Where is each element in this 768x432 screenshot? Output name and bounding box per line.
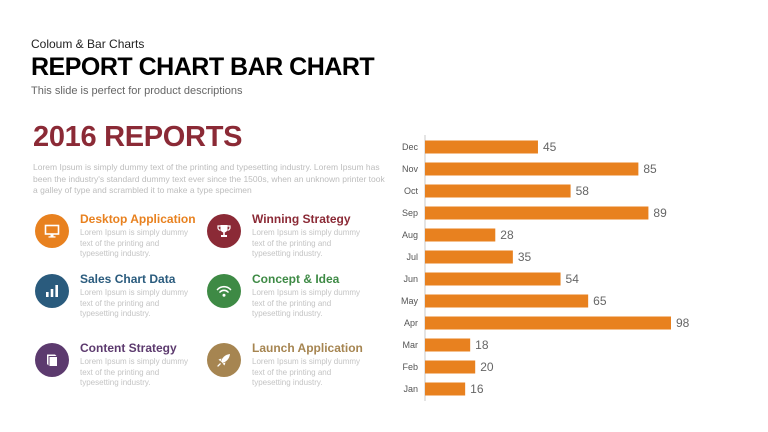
data-label-jan: 16 [470,382,484,396]
feature-sales-chart-data: Sales Chart Data Lorem Ipsum is simply d… [35,272,195,324]
data-label-oct: 58 [576,184,590,198]
data-label-apr: 98 [676,316,690,330]
page-title: REPORT CHART BAR CHART [31,53,375,81]
feature-winning-strategy: Winning Strategy Lorem Ipsum is simply d… [207,212,367,264]
category-label-apr: Apr [404,318,418,328]
feature-title: Winning Strategy [252,212,351,226]
category-label-mar: Mar [403,340,419,350]
category-label-jul: Jul [406,252,418,262]
report-title: 2016 REPORTS [33,121,243,153]
page-subtitle: This slide is perfect for product descri… [31,85,243,97]
feature-desktop-application: Desktop Application Lorem Ipsum is simpl… [35,212,196,264]
bar-jun [425,272,561,286]
feature-icon-circle [207,343,241,377]
rocket-icon [217,354,230,367]
feature-description: Lorem Ipsum is simply dummy text of the … [80,288,189,318]
data-label-may: 65 [593,294,607,308]
bar-may [425,294,589,308]
category-label-feb: Feb [402,362,418,372]
feature-description: Lorem Ipsum is simply dummy text of the … [252,288,361,318]
feature-content-strategy: Content Strategy Lorem Ipsum is simply d… [35,341,195,393]
feature-icon-circle [35,343,69,377]
category-label-jun: Jun [403,274,418,284]
feature-description: Lorem Ipsum is simply dummy text of the … [252,228,361,258]
feature-description: Lorem Ipsum is simply dummy text of the … [80,228,189,258]
bar-dec [425,140,538,154]
data-label-jul: 35 [518,250,532,264]
feature-title: Concept & Idea [252,272,340,286]
bar-apr [425,316,671,330]
data-label-nov: 85 [643,162,657,176]
feature-description: Lorem Ipsum is simply dummy text of the … [80,357,189,387]
feature-title: Content Strategy [80,341,177,355]
feature-icon-circle [207,214,241,248]
bar-feb [425,360,476,374]
category-label-dec: Dec [402,142,419,152]
bar-sep [425,206,649,220]
bar-chart-icon [46,285,58,297]
feature-title: Desktop Application [80,212,196,226]
bar-jan [425,382,466,396]
feature-concept-idea: Concept & Idea Lorem Ipsum is simply dum… [207,272,367,324]
data-label-sep: 89 [653,206,667,220]
data-label-jun: 54 [566,272,580,286]
book-icon [47,354,57,366]
data-label-dec: 45 [543,140,557,154]
bar-mar [425,338,471,352]
data-label-aug: 28 [500,228,514,242]
bar-nov [425,162,639,176]
feature-launch-application: Launch Application Lorem Ipsum is simply… [207,341,367,393]
bar-jul [425,250,513,264]
data-label-mar: 18 [475,338,489,352]
category-label-jan: Jan [403,384,418,394]
category-label-nov: Nov [402,164,419,174]
monitor-icon [44,224,60,238]
trophy-icon [217,225,231,237]
feature-icon-circle [35,214,69,248]
bar-oct [425,184,571,198]
category-label-sep: Sep [402,208,418,218]
feature-icon-circle [35,274,69,308]
feature-title: Sales Chart Data [80,272,176,286]
data-label-feb: 20 [480,360,494,374]
category-label-may: May [401,296,419,306]
category-label-oct: Oct [404,186,419,196]
wifi-icon [216,285,232,297]
feature-title: Launch Application [252,341,363,355]
category-label-aug: Aug [402,230,418,240]
bar-aug [425,228,496,242]
kicker-text: Coloum & Bar Charts [31,37,145,51]
report-intro: Lorem Ipsum is simply dummy text of the … [33,162,385,195]
feature-icon-circle [207,274,241,308]
bar-chart: Dec 45 Nov 85 Oct 58 Sep 89 Aug 28 Jul 35 Jun 54 May 65… [401,135,690,401]
feature-description: Lorem Ipsum is simply dummy text of the … [252,357,361,387]
